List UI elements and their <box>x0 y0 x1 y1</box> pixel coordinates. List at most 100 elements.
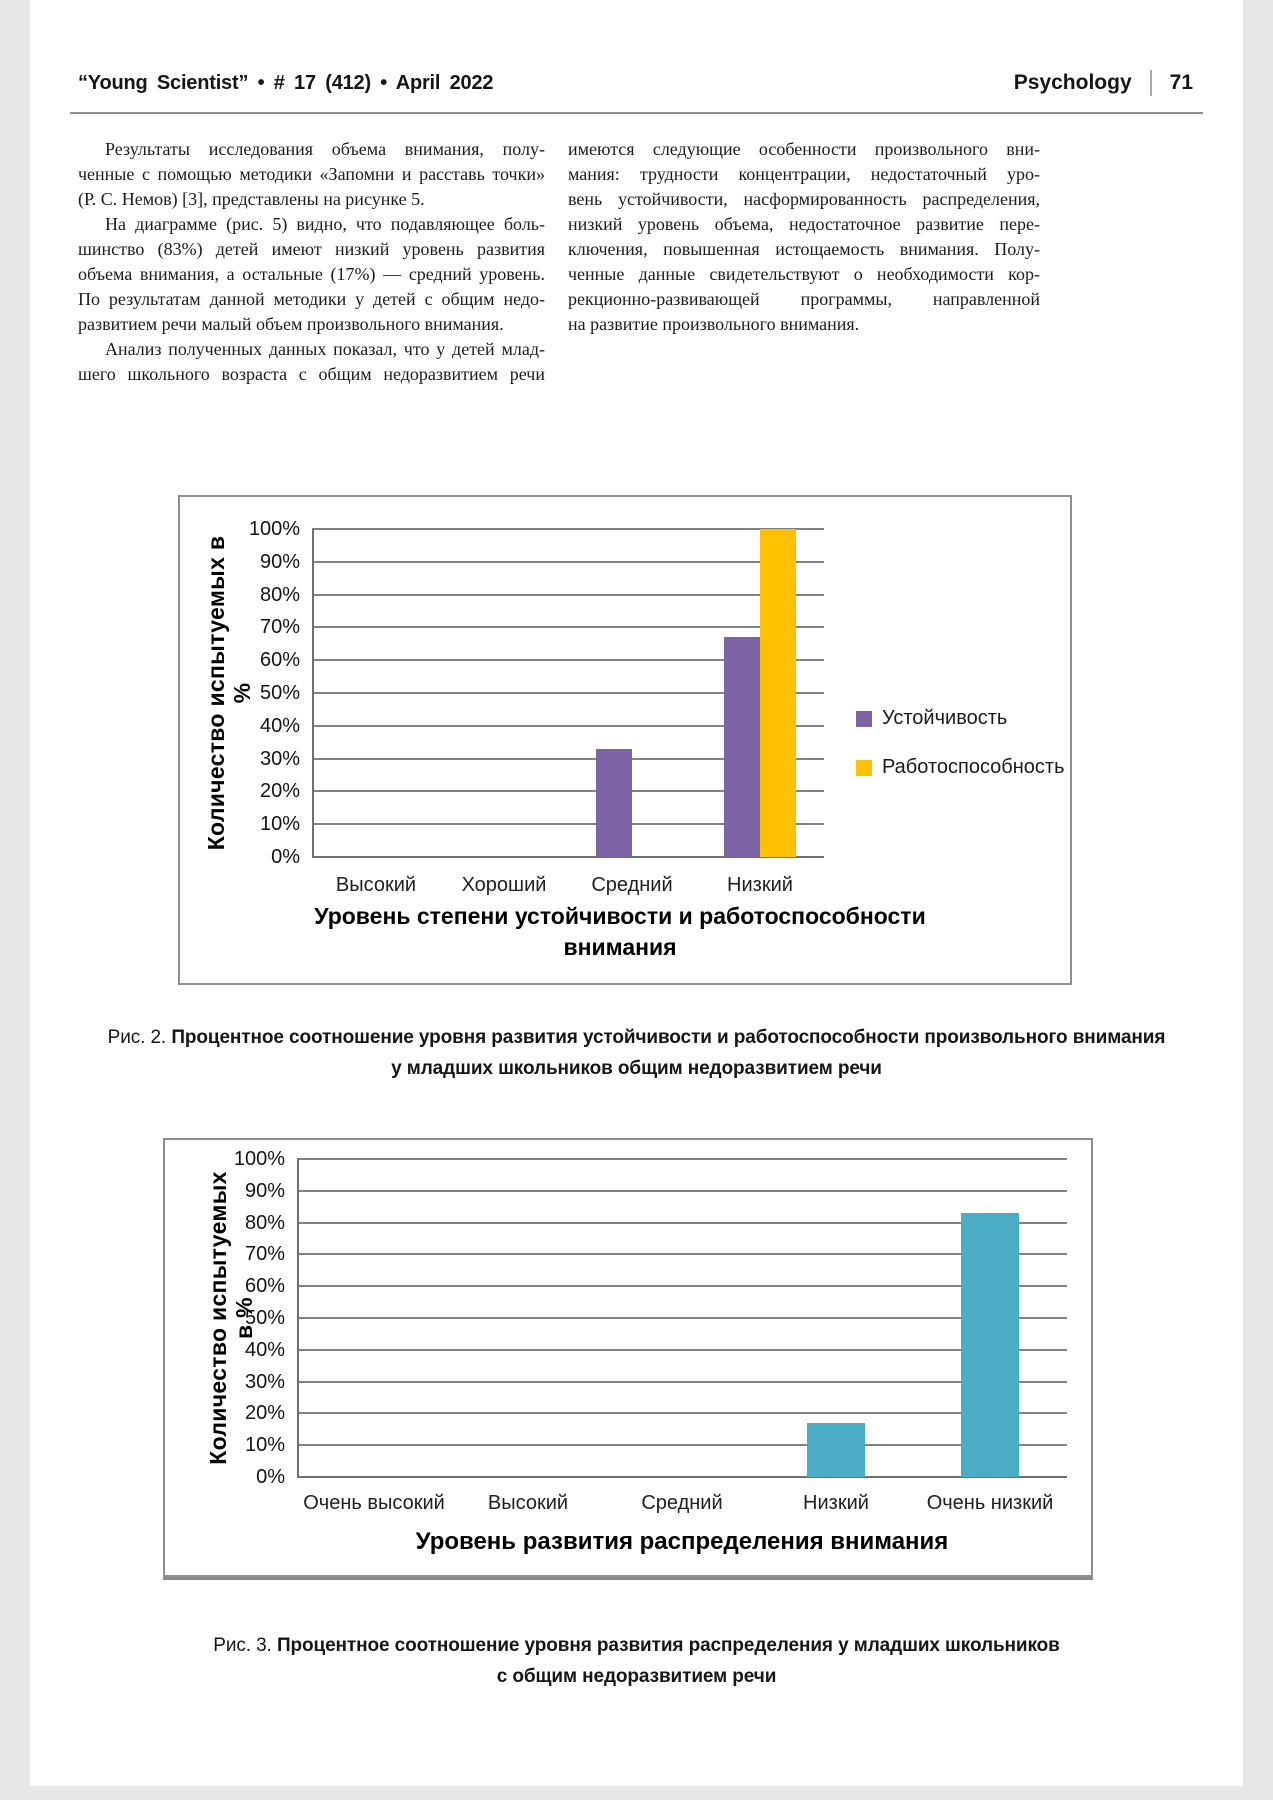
y-tick-label: 80% <box>244 1211 285 1234</box>
y-axis-title-line: в % <box>231 1297 257 1339</box>
figure3-caption: Рис. 3. Процентное соотношение уровня ра… <box>30 1630 1243 1692</box>
grid-line <box>312 626 824 629</box>
y-axis-title-line: Количество испытуемых в <box>203 535 229 851</box>
figure2-label: Рис. 2. <box>107 1027 167 1048</box>
y-axis-title: Количество испытуемых в% <box>203 518 255 868</box>
y-tick-label: 40% <box>259 714 300 737</box>
category-label: Очень низкий <box>926 1492 1054 1514</box>
x-axis-title: Уровень степени устойчивости и работоспо… <box>314 903 926 960</box>
y-tick-label: 50% <box>259 682 300 704</box>
figure3-label: Рис. 3. <box>213 1635 272 1656</box>
y-tick-label: 70% <box>244 1243 285 1266</box>
grid-line <box>297 1253 1067 1256</box>
legend-swatch <box>856 759 872 776</box>
grid-line <box>312 692 824 694</box>
header-rule <box>70 112 1203 114</box>
grid-line <box>297 1189 1067 1192</box>
text-line: (Р. С. Немов) [3], представлены на рисун… <box>78 189 425 209</box>
y-tick-label: 100% <box>248 518 300 540</box>
grid-line <box>297 1444 1067 1447</box>
y-tick-label: 40% <box>244 1338 285 1361</box>
y-tick-label: 10% <box>259 813 300 836</box>
category-label: Низкий <box>803 1492 869 1514</box>
y-axis-title-line: Количество испытуемых <box>205 1171 231 1465</box>
grid-line <box>312 823 824 826</box>
text-line: рекционно-развивающей программы, направл… <box>568 289 1040 309</box>
text-line: объема внимания, а остальные (17%) — сре… <box>78 264 545 284</box>
y-tick-label: 0% <box>256 1466 285 1488</box>
text-line: ченные данные свидетельствуют о необходи… <box>568 264 1040 284</box>
bar <box>596 748 632 857</box>
y-axis-line <box>312 529 314 857</box>
text-line: Результаты исследования объема внимания,… <box>105 139 545 159</box>
grid-line <box>297 1285 1067 1288</box>
category-label: Низкий <box>727 874 793 896</box>
bar <box>961 1213 1019 1477</box>
y-tick-label: 50% <box>244 1307 285 1329</box>
y-tick-label: 30% <box>244 1370 285 1393</box>
category-label: Хороший <box>461 874 547 896</box>
grid-line <box>312 757 824 760</box>
y-tick-label: 90% <box>259 550 300 573</box>
grid-line <box>297 1412 1067 1415</box>
figure3-bar-chart: 0% 10% 20% 30% 40% 50% 60% 70% 80% 90% 100% Очень в… <box>163 1138 1093 1577</box>
figure3-caption-line2: с общим недоразвитием речи <box>496 1666 777 1687</box>
grid-line <box>312 790 824 793</box>
y-tick-label: 80% <box>259 583 300 606</box>
y-tick-label: 60% <box>259 649 300 672</box>
grid-line <box>297 1221 1067 1224</box>
figure2-caption-line1: Рис. 2. Процентное соотношение уровня ра… <box>30 1022 1243 1053</box>
figure2-caption: Рис. 2. Процентное соотношение уровня ра… <box>30 1022 1243 1084</box>
bar <box>807 1422 865 1477</box>
text-line: низкий уровень объема, недостаточное раз… <box>568 214 1040 234</box>
grid-line <box>297 1380 1067 1383</box>
page-header: “Young Scientist” • # 17 (412) • April 2… <box>78 70 1193 96</box>
legend-item: Работоспособность <box>856 756 1065 779</box>
figure3-caption-text: Процентное соотношение уровня развития р… <box>276 1635 1060 1656</box>
text-column-left: Результаты исследования объема внимания,… <box>78 137 545 387</box>
text-line: имеются следующие особенности произвольн… <box>568 139 1040 159</box>
bar <box>760 529 796 857</box>
text-line: На диаграмме (рис. 5) видно, что подавля… <box>105 214 545 234</box>
y-tick-label: 20% <box>244 1402 285 1425</box>
text-line: ченные с помощью методики «Запомни и рас… <box>78 164 545 184</box>
header-divider <box>1149 70 1152 96</box>
text-column-right: имеются следующие особенности произвольн… <box>568 137 1040 387</box>
journal-page: “Young Scientist” • # 17 (412) • April 2… <box>30 0 1243 1786</box>
x-axis-line <box>297 1476 1067 1478</box>
grid-line <box>312 724 824 727</box>
y-tick-label: 20% <box>259 780 300 803</box>
y-tick-label: 60% <box>244 1275 285 1298</box>
category-label: Очень высокий <box>303 1492 445 1514</box>
text-line: мания: трудности концентрации, недостато… <box>568 164 1040 184</box>
y-tick-label: 0% <box>271 846 300 868</box>
y-axis-title-line: % <box>229 682 255 704</box>
figure3-caption-line1: Рис. 3. Процентное соотношение уровня ра… <box>30 1630 1243 1661</box>
figure2-caption-text: Процентное соотношение уровня развития у… <box>171 1027 1166 1048</box>
header-section-block: Psychology 71 <box>1014 70 1193 96</box>
text-line: ключения, повышенная истощаемость вниман… <box>568 239 1040 259</box>
figure2-bar-chart: 0% 10% 20% 30% 40% 50% 60% 70% 80% 90% 100% Высокий… <box>178 495 1072 985</box>
text-line: Анализ полученных данных показал, что у … <box>105 339 545 359</box>
category-label: Высокий <box>487 1492 569 1514</box>
y-tick-label: 10% <box>244 1434 285 1457</box>
grid-line <box>312 560 824 563</box>
category-label: Средний <box>641 1492 723 1514</box>
category-label: Высокий <box>335 874 417 896</box>
x-axis-title: Уровень развития распределения внимания <box>415 1528 949 1555</box>
y-axis-title: Количество испытуемых в % <box>205 1148 257 1488</box>
y-tick-label: 30% <box>259 747 300 770</box>
text-line: вень устойчивости, насформированность ра… <box>568 189 1040 209</box>
grid-line <box>312 593 824 596</box>
grid-line <box>297 1317 1067 1319</box>
page-number: 71 <box>1169 71 1193 94</box>
text-line: развитием речи малый объем произвольного… <box>78 314 504 334</box>
grid-line <box>312 528 824 530</box>
legend-label: Устойчивость <box>882 707 1008 729</box>
text-line: шинство (83%) детей имеют низкий уровень… <box>78 239 545 259</box>
legend-item: Устойчивость <box>856 707 1007 730</box>
legend-swatch <box>856 710 872 727</box>
section-title: Psychology <box>1013 71 1132 94</box>
x-axis-line <box>312 856 824 858</box>
y-axis-line <box>297 1159 299 1477</box>
